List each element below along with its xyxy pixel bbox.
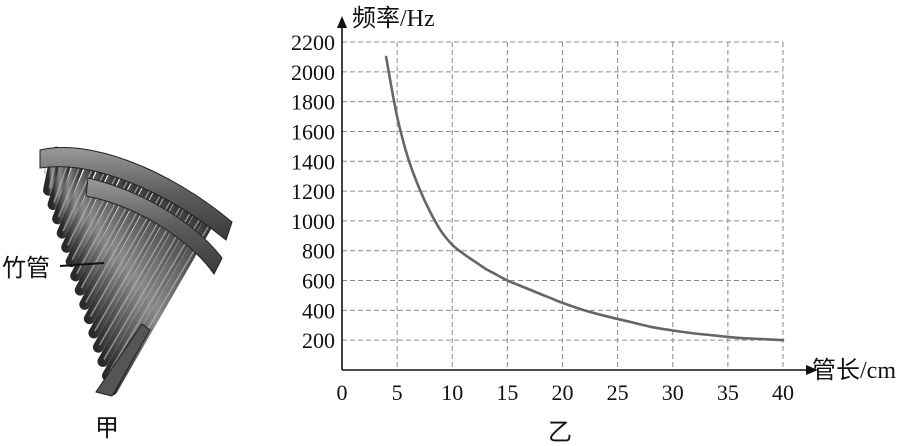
x-tick-label: 40 <box>772 380 794 405</box>
pointer-line <box>59 262 105 267</box>
x-tick-label: 5 <box>392 380 403 405</box>
y-tick-label: 800 <box>302 239 335 264</box>
y-tick-label: 1200 <box>291 179 335 204</box>
chart-series <box>384 55 785 342</box>
pointer-label: 竹管 <box>2 255 50 282</box>
figure-a-caption: 甲 <box>95 416 119 442</box>
x-tick-labels: 0 5 10 15 20 25 30 35 40 <box>337 380 795 405</box>
y-tick-label: 400 <box>302 298 335 323</box>
y-tick-label: 600 <box>302 269 335 294</box>
pipe-base <box>95 323 151 397</box>
x-tick-label: 30 <box>662 380 684 405</box>
chart-grid <box>342 41 784 370</box>
y-tick-label: 1800 <box>291 90 335 115</box>
chart-axes <box>337 16 818 375</box>
y-tick-label: 200 <box>302 328 335 353</box>
y-tick-labels: 200 400 600 800 1000 1200 1400 1600 1800 2000 2200 <box>291 30 335 353</box>
y-tick-label: 1400 <box>291 149 335 174</box>
pan-flute-illustration <box>38 142 233 397</box>
x-tick-label: 10 <box>441 380 463 405</box>
binding-band-top <box>39 146 233 241</box>
x-tick-label: 20 <box>552 380 574 405</box>
y-tick-label: 2000 <box>291 60 335 85</box>
y-axis-arrow <box>337 16 347 28</box>
y-tick-label: 2200 <box>291 30 335 55</box>
figure-b-caption: 乙 <box>548 420 572 446</box>
x-tick-label: 35 <box>717 380 739 405</box>
x-tick-label: 25 <box>607 380 629 405</box>
bamboo-pipe-highlight <box>57 162 83 218</box>
frequency-curve <box>384 55 785 342</box>
binding-band-middle <box>85 177 223 275</box>
y-tick-label: 1000 <box>291 209 335 234</box>
x-tick-label: 15 <box>496 380 518 405</box>
x-axis-arrow <box>806 365 818 375</box>
x-tick-label: 0 <box>337 380 348 405</box>
y-tick-label: 1600 <box>291 119 335 144</box>
x-axis-title: 管长/cm <box>812 357 896 384</box>
y-axis-title: 频率/Hz <box>352 5 435 32</box>
